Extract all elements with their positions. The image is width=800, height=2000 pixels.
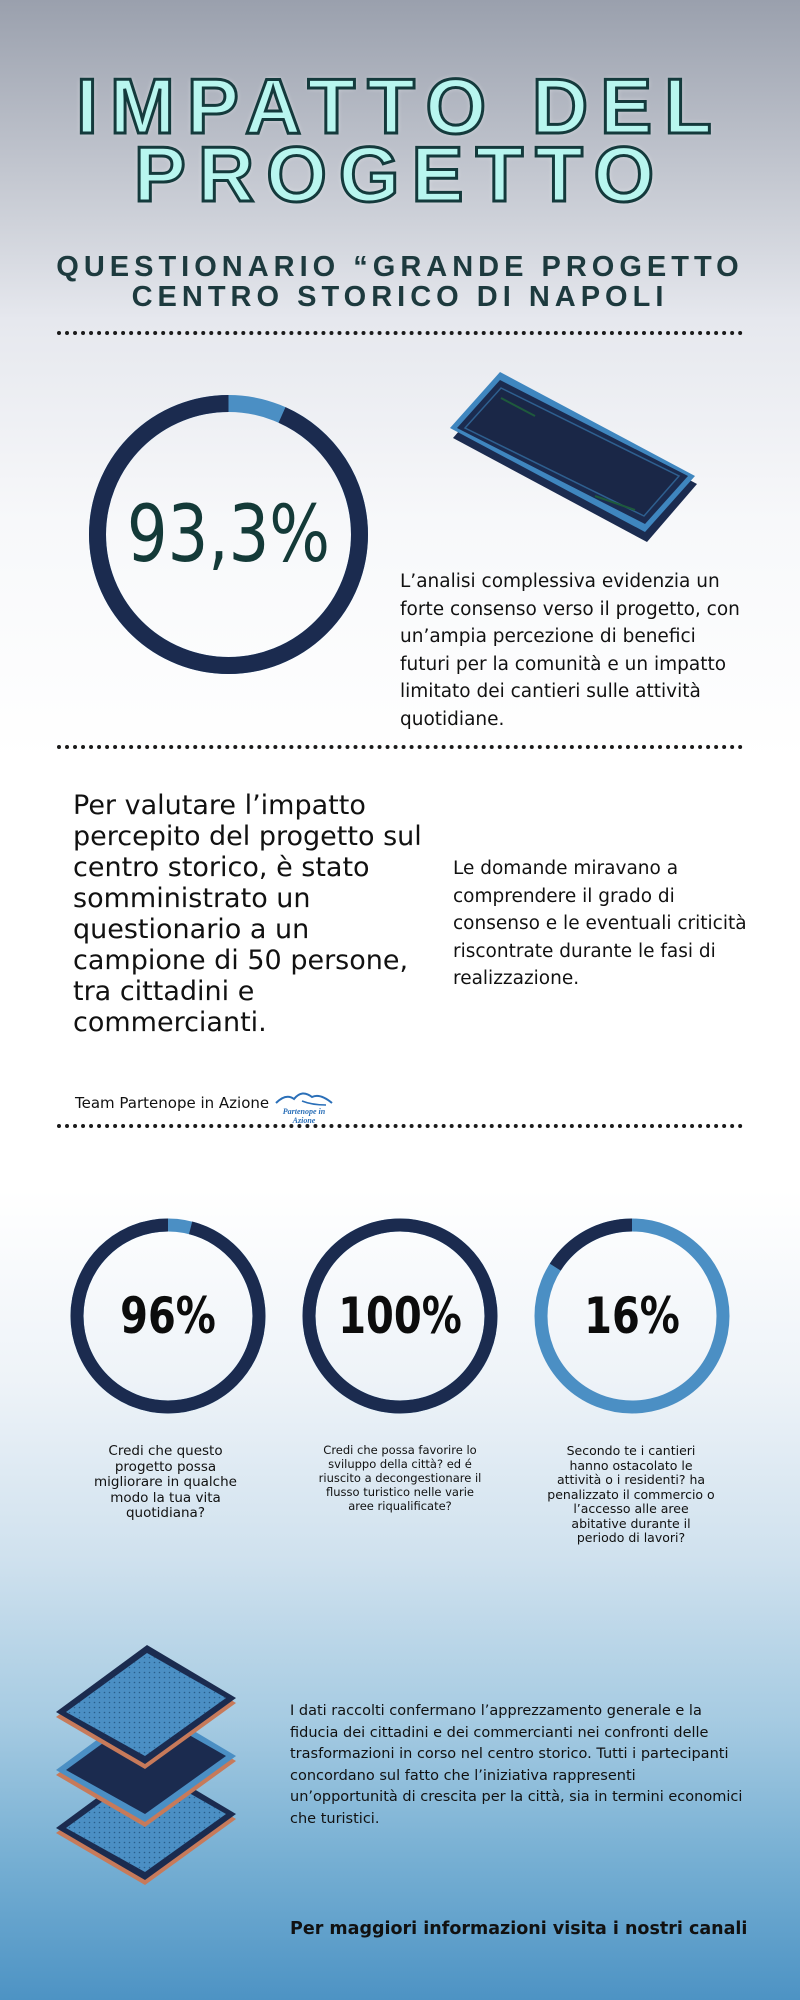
phone-highlight-top (500, 397, 536, 417)
stat-3-percentage: 16% (584, 1287, 680, 1345)
divider-top (57, 331, 743, 335)
smartphone-icon (450, 372, 697, 542)
analysis-paragraph: L’analisi complessiva evidenzia un forte… (400, 571, 740, 730)
page-subtitle-line1: QUESTIONARIO “GRANDE PROGETTO (56, 251, 744, 283)
stat-3-question: Secondo te i cantieri hanno ostacolato l… (547, 1443, 715, 1545)
page-title-line2: PROGETTO (132, 130, 667, 218)
overview-progress-ring (89, 395, 368, 674)
stat-ring-1 (70, 1218, 266, 1414)
logo-lettering-line2: Azione (292, 1116, 316, 1125)
stat-ring-1-arc (70, 1218, 266, 1414)
stat-ring-2 (302, 1218, 498, 1414)
summary-paragraph: I dati raccolti confermano l’apprezzamen… (290, 1703, 743, 1827)
phone-screen (463, 387, 681, 517)
stat-1-question: Credi che questo progetto possa migliora… (94, 1443, 237, 1521)
logo-wave-line (301, 1100, 327, 1106)
page-title: IMPATTO DEL PROGETTO (0, 62, 800, 218)
stat-ring-2-arc (302, 1218, 498, 1414)
overview-percentage: 93,3% (126, 490, 331, 580)
divider-lower (57, 1124, 743, 1128)
logo-lettering-line1: Partenope in (282, 1107, 326, 1116)
channels-cta: Per maggiori informazioni visita i nostr… (290, 1919, 748, 1939)
stat-2-question: Credi che possa favorire lo sviluppo del… (318, 1443, 482, 1513)
tablet-stack-icon (56, 1645, 236, 1885)
stat-1-percentage: 96% (120, 1287, 216, 1345)
page-subtitle-line2: CENTRO STORICO DI NAPOLI (131, 281, 669, 313)
stat-ring-3 (534, 1218, 730, 1414)
logo-vesuvio-line (275, 1092, 333, 1104)
stat-ring-3-arc (534, 1218, 730, 1414)
overview-ring-arc (89, 395, 368, 674)
survey-intro: Per valutare l’impatto percepito del pro… (73, 790, 422, 1038)
stat-2-percentage: 100% (338, 1287, 462, 1345)
team-label: Team Partenope in Azione (75, 1094, 270, 1112)
survey-aims: Le domande miravano a comprendere il gra… (453, 858, 747, 989)
tablet-top-pattern (66, 1653, 226, 1756)
divider-middle (57, 745, 743, 749)
partenope-logo (275, 1092, 333, 1106)
page-subtitle: QUESTIONARIO “GRANDE PROGETTO CENTRO STO… (0, 252, 800, 312)
phone-highlight-bottom (594, 495, 636, 511)
logo-lettering: Partenope in Azione (272, 1107, 336, 1125)
page-title-line1: IMPATTO DEL (75, 62, 724, 150)
